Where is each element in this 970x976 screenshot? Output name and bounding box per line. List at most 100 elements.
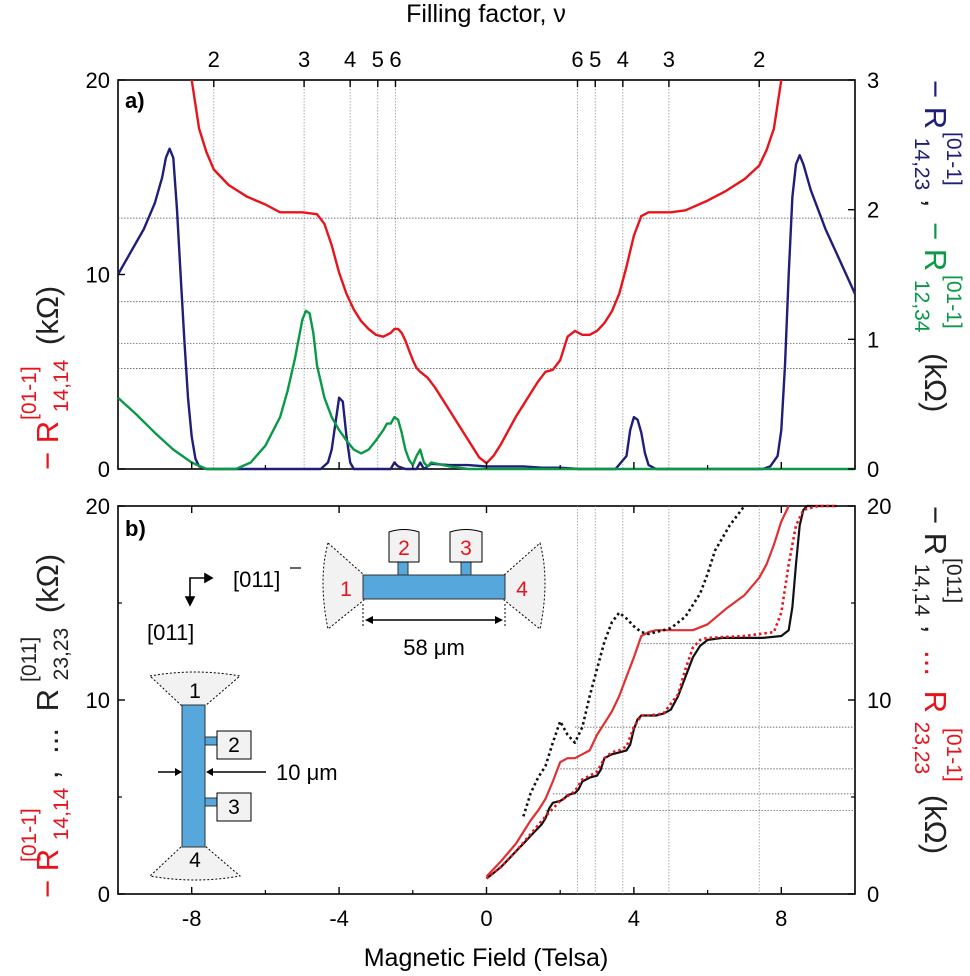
b-x-tick-label: -4	[329, 906, 349, 931]
ylabel-a-left-r: − R	[30, 421, 65, 470]
contact-label-2: 2	[228, 734, 240, 757]
ylabel-a-right-unit: (kΩ)	[918, 353, 953, 412]
b-right-tick-label: 10	[867, 688, 891, 713]
h-contact-label-3: 3	[460, 537, 472, 560]
width-arrow-right-head	[206, 768, 213, 776]
ylabel-b-left-sup1: [01-1]	[18, 808, 41, 862]
ylabel-b-left-unit: (kΩ)	[30, 554, 65, 613]
contact-label-3: 3	[228, 796, 240, 819]
a-top-tick-label: 3	[298, 47, 310, 72]
width-arrow-left-head	[175, 768, 182, 776]
axis-label-h: [011]	[233, 567, 280, 592]
contact-pad-top-3	[449, 529, 483, 563]
ylabel-b-right-dots: ...	[918, 650, 953, 676]
ylabel-a-right-sep: ,	[918, 199, 953, 208]
contact-arm-top-2	[397, 561, 409, 576]
ylabel-b-right-sub2: 23,23	[910, 722, 933, 775]
ylabel-a-left-sub: 14,14	[50, 359, 73, 412]
panel-b-right-ylabel: − R 14,14 , ... R 23,23 (kΩ) [011] [01-1…	[908, 506, 965, 854]
panel-a-label: a)	[125, 88, 145, 113]
ylabel-b-right-sub1: 14,14	[910, 564, 933, 617]
a-series-line-0	[190, 79, 783, 465]
b-left-tick-label: 10	[86, 688, 110, 713]
ylabel-a-right-sub2: 12,34	[910, 280, 933, 333]
b-right-tick-label: 0	[867, 882, 879, 907]
b-series-line-0	[485, 504, 837, 880]
panel-a-right-ylabel: − R 14,23 , − R 12,34 (kΩ) [01-1] [01-1]	[908, 80, 965, 412]
panel-b-series	[485, 504, 837, 880]
a-top-tick-label: 4	[344, 47, 356, 72]
a-top-tick-label: 6	[389, 47, 401, 72]
ylabel-b-left-dots: ...	[30, 728, 65, 754]
width-label: 10 μm	[276, 760, 338, 785]
contact-pad-4	[148, 845, 242, 881]
ylabel-b-right-unit: (kΩ)	[918, 795, 953, 854]
a-right-tick-label: 3	[867, 68, 879, 93]
b-x-tick-label: -8	[182, 906, 202, 931]
svg-text:− R 14,14 ,: − R 14,14 , ... R 23,23 (kΩ)	[908, 506, 953, 854]
a-series-line-2	[117, 309, 855, 471]
hall-bar-vertical	[181, 704, 206, 848]
contact-pad-1	[148, 671, 242, 707]
ylabel-b-right-r1: − R	[918, 506, 953, 555]
b-left-tick-label: 20	[86, 494, 110, 519]
ylabel-a-right-sup2: [01-1]	[942, 275, 965, 329]
inset-device-vertical: [011] [011] 1 2 3 4 10 μm	[147, 567, 338, 881]
top-axis-label: Filling factor, ν	[406, 0, 566, 28]
h-contact-label-1: 1	[340, 578, 352, 601]
ylabel-b-left-sub1: 14,14	[50, 787, 73, 840]
contact-label-4: 4	[189, 849, 201, 872]
svg-text:− R 14,14 ,: − R 14,14 , ... R 23,23 (kΩ)	[30, 554, 75, 898]
panel-a-grid	[118, 80, 855, 469]
svg-text:− R 14,14 (kΩ): − R 14,14 (kΩ)	[30, 286, 75, 470]
ylabel-b-right-r2: R	[918, 691, 953, 713]
svg-text:− R 14,23 ,: − R 14,23 , − R 12,34 (kΩ)	[908, 80, 953, 412]
length-arrow-head-r	[495, 616, 503, 624]
b-series-line-2	[485, 505, 790, 878]
panel-a-left-ylabel: − R 14,14 (kΩ) [01-1]	[18, 286, 75, 470]
ylabel-a-left-sup: [01-1]	[18, 366, 41, 420]
ylabel-b-right-sup1: [011]	[942, 558, 965, 603]
ylabel-b-left-sep: ,	[30, 770, 65, 779]
a-top-tick-label: 6	[571, 47, 583, 72]
a-left-tick-label: 0	[98, 457, 110, 482]
panel-a-frame	[117, 79, 856, 470]
panel-a-series	[116, 79, 857, 471]
b-x-tick-label: 4	[628, 906, 640, 931]
inset-device-horizontal: 1 2 3 4 58 μm	[322, 529, 546, 660]
panel-b-left-ylabel: − R 14,14 , ... R 23,23 (kΩ) [01-1] [011…	[18, 554, 75, 898]
a-right-tick-label: 2	[867, 198, 879, 223]
ylabel-a-right-r2: − R	[918, 222, 953, 271]
axis-arrow-head-v	[184, 596, 196, 607]
panel-b-label: b)	[125, 516, 146, 541]
ylabel-a-right-r1: − R	[918, 80, 953, 129]
a-top-tick-label: 2	[208, 47, 220, 72]
ylabel-b-left-sub2: 23,23	[50, 628, 73, 681]
ylabel-a-right-sup1: [01-1]	[942, 132, 965, 186]
contact-pad-2	[216, 730, 252, 760]
contact-pad-left	[322, 542, 365, 630]
b-series-line-3	[522, 505, 746, 817]
crystal-axes	[184, 572, 214, 607]
ylabel-b-right-sep: ,	[918, 625, 953, 634]
contact-label-1: 1	[189, 680, 201, 703]
a-top-tick-label: 4	[617, 47, 629, 72]
a-series-line-1	[116, 147, 857, 471]
panel-b-ticks: -8 -4 0 4 8 0 10 20 0 10 20	[86, 494, 892, 931]
axis-arrow-head-h	[204, 572, 214, 584]
contact-pad-top-2	[388, 529, 420, 563]
a-left-tick-label: 20	[86, 68, 110, 93]
axis-arrow-horizontal	[189, 577, 208, 588]
length-label: 58 μm	[403, 635, 465, 660]
ylabel-a-left-unit: (kΩ)	[30, 286, 65, 345]
panel-b-grid	[545, 506, 855, 894]
contact-pad-right	[503, 542, 546, 630]
a-right-tick-label: 1	[867, 327, 879, 352]
h-contact-label-4: 4	[516, 578, 528, 601]
a-top-tick-label: 5	[589, 47, 601, 72]
x-axis-label: Magnetic Field (Telsa)	[364, 944, 609, 972]
b-x-tick-label: 8	[775, 906, 787, 931]
ylabel-a-right-sub1: 14,23	[910, 138, 933, 191]
